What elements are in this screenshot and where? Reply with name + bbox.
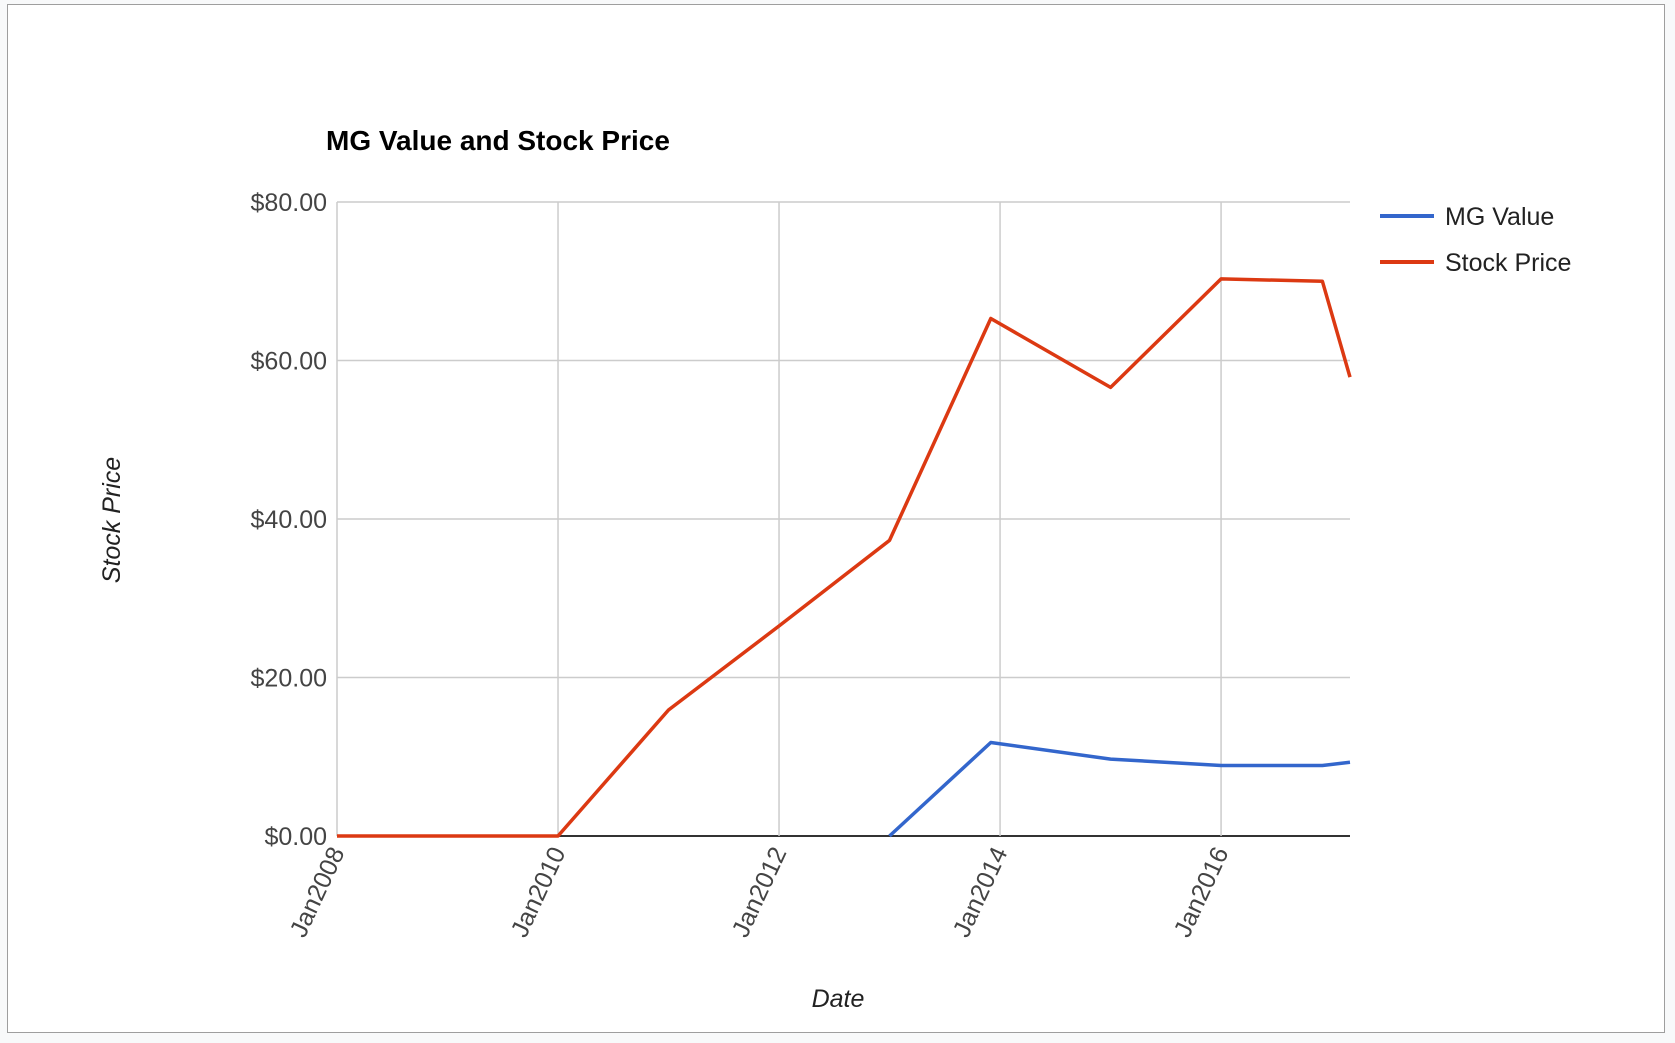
y-axis-title: Stock Price [98,457,126,583]
x-tick-label: Jan2016 [1169,843,1235,942]
chart-title: MG Value and Stock Price [326,125,670,156]
y-tick-label: $0.00 [264,823,327,851]
series-lines [337,277,1352,838]
series-line-mg-value[interactable] [888,740,1351,838]
x-axis-ticks: Jan2008 Jan2010 Jan2012 Jan2014 Jan2016 [285,843,1235,942]
y-tick-label: $60.00 [251,348,327,376]
x-axis-title: Date [812,985,865,1013]
legend[interactable]: MG Value Stock Price [1380,203,1571,277]
y-tick-label: $40.00 [251,506,327,534]
x-tick-label: Jan2012 [727,843,793,942]
x-tick-label: Jan2014 [948,843,1014,942]
legend-label: MG Value [1445,203,1554,231]
x-tick-label: Jan2008 [285,843,351,942]
x-tick-label: Jan2010 [506,843,572,942]
y-tick-label: $80.00 [251,189,327,217]
legend-label: Stock Price [1445,249,1571,277]
gridlines [336,201,1350,837]
series-line-stock-price[interactable] [337,277,1352,838]
y-axis-ticks: $0.00 $20.00 $40.00 $60.00 $80.00 [251,189,327,851]
y-tick-label: $20.00 [251,665,327,693]
legend-item-mg-value[interactable]: MG Value [1380,203,1554,231]
legend-item-stock-price[interactable]: Stock Price [1380,249,1571,277]
